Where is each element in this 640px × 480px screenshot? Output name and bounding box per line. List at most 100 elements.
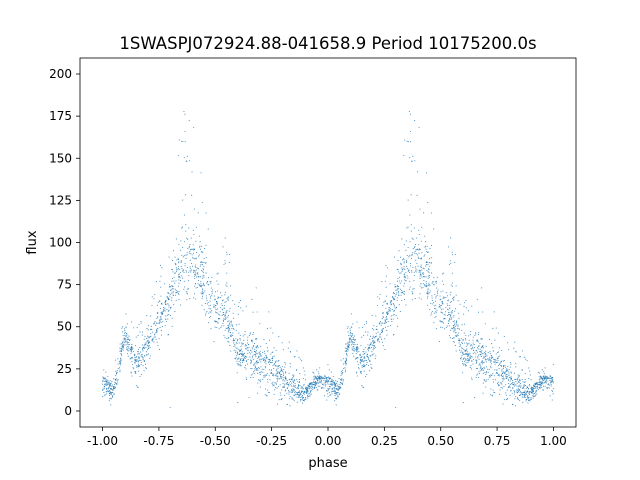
data-point bbox=[512, 387, 514, 390]
data-point bbox=[255, 287, 257, 289]
data-point bbox=[552, 388, 554, 390]
data-point bbox=[208, 305, 210, 307]
data-point bbox=[115, 378, 117, 380]
data-point bbox=[406, 227, 408, 229]
data-point bbox=[200, 250, 202, 253]
data-point bbox=[395, 289, 397, 291]
data-point bbox=[204, 290, 206, 292]
data-point bbox=[501, 373, 503, 375]
data-point bbox=[427, 291, 429, 293]
data-point bbox=[167, 318, 169, 320]
data-point bbox=[292, 377, 294, 379]
data-point bbox=[186, 254, 188, 256]
data-point bbox=[235, 329, 237, 331]
data-point bbox=[544, 367, 546, 369]
data-point bbox=[147, 329, 149, 331]
data-point bbox=[462, 372, 464, 374]
data-point bbox=[477, 347, 479, 349]
data-point bbox=[494, 360, 496, 362]
data-point bbox=[229, 329, 231, 331]
data-point bbox=[370, 363, 372, 365]
data-point bbox=[464, 350, 466, 352]
data-point bbox=[485, 379, 487, 381]
data-point bbox=[160, 317, 162, 319]
data-point bbox=[507, 342, 509, 344]
data-point bbox=[476, 340, 478, 342]
data-point bbox=[460, 358, 462, 360]
data-point bbox=[440, 311, 442, 313]
data-point bbox=[155, 324, 157, 326]
data-point bbox=[250, 361, 252, 363]
data-point bbox=[143, 370, 145, 372]
data-point bbox=[128, 348, 130, 350]
data-point bbox=[168, 304, 170, 306]
data-point bbox=[503, 365, 505, 367]
data-point bbox=[125, 326, 127, 328]
data-point bbox=[436, 291, 438, 293]
data-point bbox=[230, 294, 232, 296]
data-point bbox=[410, 257, 413, 260]
data-point bbox=[260, 346, 262, 348]
data-point bbox=[246, 347, 248, 349]
data-point bbox=[470, 344, 472, 346]
data-point bbox=[328, 369, 330, 371]
data-point bbox=[398, 304, 400, 306]
data-point bbox=[363, 349, 365, 351]
data-point bbox=[487, 368, 489, 370]
data-point bbox=[327, 383, 329, 385]
data-point bbox=[480, 351, 482, 353]
data-point bbox=[234, 351, 236, 353]
data-point bbox=[213, 304, 215, 306]
data-point bbox=[368, 359, 370, 361]
data-point bbox=[132, 351, 134, 353]
data-point bbox=[432, 281, 434, 283]
data-point bbox=[291, 397, 293, 399]
x-axis-label: phase bbox=[308, 456, 347, 471]
data-point bbox=[517, 374, 519, 376]
data-point bbox=[472, 339, 474, 341]
data-point bbox=[119, 371, 121, 373]
data-point bbox=[363, 334, 365, 336]
data-point bbox=[125, 341, 127, 343]
data-point bbox=[349, 339, 351, 341]
data-point bbox=[252, 334, 254, 336]
data-point bbox=[328, 388, 330, 390]
data-point bbox=[426, 245, 428, 247]
data-point bbox=[508, 372, 510, 374]
data-point bbox=[183, 280, 185, 282]
data-point bbox=[483, 361, 485, 364]
x-axis-ticks: -1.00 -0.75 -0.50 -0.25 0.00 0.25 0.50 0.75 1.00 bbox=[87, 427, 567, 448]
data-point bbox=[393, 297, 395, 299]
data-point bbox=[518, 381, 520, 383]
data-point bbox=[483, 357, 485, 359]
data-point bbox=[412, 266, 414, 269]
data-point bbox=[116, 369, 118, 372]
data-point bbox=[461, 341, 463, 343]
data-point bbox=[507, 386, 509, 388]
data-point bbox=[284, 363, 287, 365]
data-point bbox=[262, 371, 264, 373]
data-point bbox=[514, 382, 516, 384]
data-point bbox=[171, 280, 173, 282]
data-point bbox=[336, 388, 338, 390]
data-point bbox=[364, 347, 366, 349]
data-point bbox=[109, 395, 111, 397]
data-point bbox=[497, 374, 499, 376]
data-point bbox=[552, 381, 554, 383]
data-point bbox=[296, 393, 299, 395]
data-point bbox=[325, 383, 327, 385]
data-point bbox=[457, 300, 459, 302]
data-point bbox=[110, 404, 112, 406]
data-point bbox=[327, 380, 329, 382]
data-point bbox=[468, 355, 470, 357]
data-point bbox=[415, 268, 417, 270]
data-point bbox=[397, 288, 399, 290]
data-point bbox=[435, 300, 437, 302]
data-point bbox=[424, 276, 426, 278]
data-point bbox=[480, 365, 482, 367]
data-point bbox=[462, 351, 464, 353]
data-point bbox=[262, 378, 264, 380]
data-point bbox=[472, 352, 474, 355]
data-point bbox=[496, 371, 498, 373]
data-point bbox=[297, 388, 300, 390]
